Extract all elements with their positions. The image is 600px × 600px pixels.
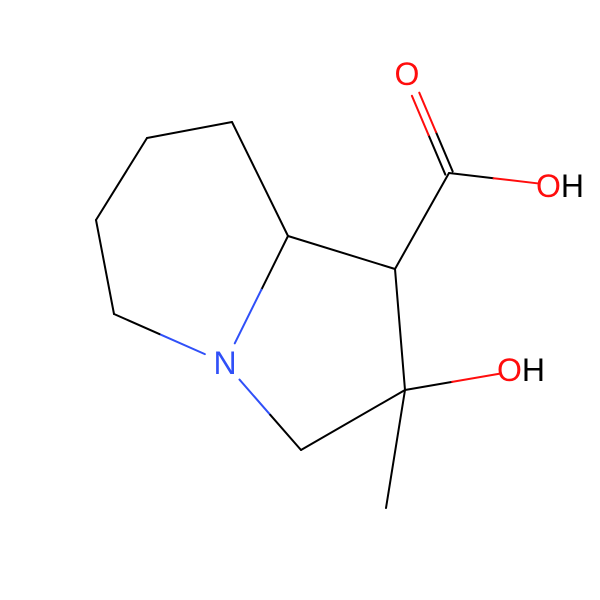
atom-label-O13: OH xyxy=(497,352,545,388)
molecule-canvas: N O OH OH xyxy=(0,0,600,600)
atom-label-O11: O xyxy=(395,56,420,92)
atom-label-N4: N xyxy=(213,345,236,381)
atom-label-O12: OH xyxy=(536,168,584,204)
